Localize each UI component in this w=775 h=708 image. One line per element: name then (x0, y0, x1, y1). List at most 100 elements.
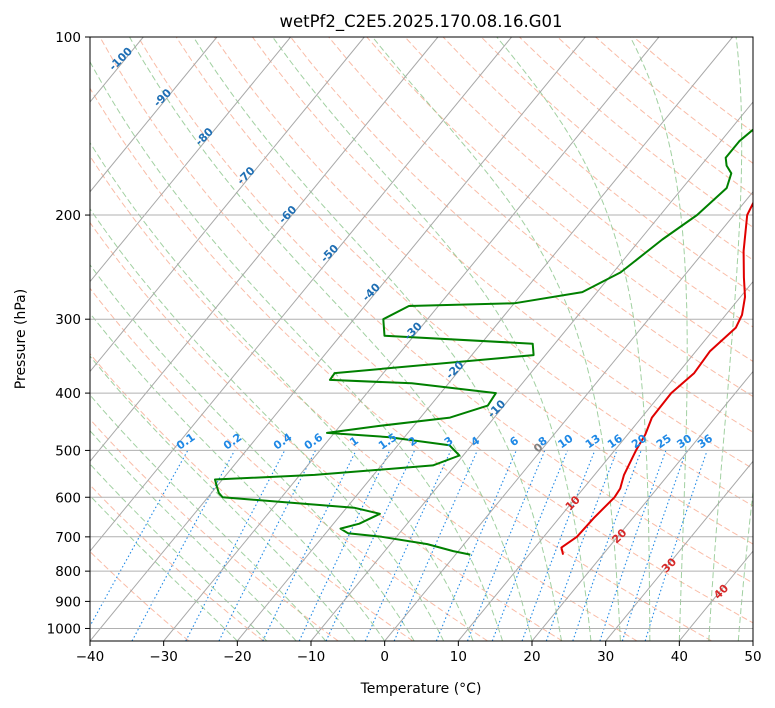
x-tick-label: 0 (380, 649, 389, 665)
dry-adiabat (328, 37, 753, 398)
mixing-ratio-label: 0.6 (302, 430, 326, 452)
moist-adiabat (496, 37, 651, 641)
moist-adiabat (90, 141, 474, 641)
profile-series (214, 128, 753, 556)
isotherm (457, 280, 753, 641)
dry-adiabat (595, 37, 753, 164)
x-tick-label: −40 (76, 649, 105, 665)
mixing-ratio-line (545, 450, 618, 641)
isotherm (90, 37, 365, 373)
isotherm (163, 37, 660, 641)
plot-area: 0.1 0.2 0.4 0.6 1 1.5 2 3 4 6 8 10 13 16 20 25 30 36-100-… (90, 37, 753, 641)
isotherm-label: -40 (360, 280, 383, 303)
mixing-ratio-line (572, 450, 642, 641)
isotherm (605, 460, 753, 641)
isotherm-label: -10 (485, 397, 508, 420)
dry-adiabat (366, 37, 753, 362)
dry-adiabat (90, 353, 414, 641)
moist-adiabat (129, 37, 533, 641)
dry-adiabat (175, 37, 753, 545)
y-tick-label: 200 (55, 208, 81, 224)
y-tick-label: 900 (55, 594, 81, 610)
x-tick-label: −20 (223, 649, 252, 665)
isotherm-label: -60 (276, 203, 299, 226)
moist-adiabat (192, 37, 562, 641)
dry-adiabat (633, 37, 753, 133)
mixing-ratio-label: 1 (347, 434, 361, 449)
skewed-isotherms (90, 37, 753, 641)
dry-adiabat (480, 37, 753, 261)
mixing-ratio-line (364, 450, 452, 641)
mixing-ratio-label: 0.2 (221, 431, 244, 453)
x-tick-label: −30 (149, 649, 178, 665)
dry-adiabat (90, 287, 488, 641)
mixing-ratio-label: 1.5 (376, 431, 399, 453)
mixing-ratio-label: 13 (583, 432, 603, 451)
mixing-ratio-label: 30 (674, 432, 694, 452)
mixing-ratio-line (435, 450, 517, 641)
moist-adiabat (90, 429, 297, 641)
mixing-ratio-line (599, 450, 667, 641)
dry-adiabat (90, 484, 264, 641)
dry-adiabat (213, 37, 753, 507)
pressure-grid (90, 37, 753, 629)
mixing-ratio-line (491, 450, 569, 641)
dry-adiabat (557, 37, 753, 196)
isotherm (752, 640, 753, 641)
moist-adiabat (272, 37, 592, 641)
dry-adiabat (90, 87, 712, 641)
moist-adiabat (90, 394, 327, 641)
dry-adiabat (251, 37, 753, 470)
dewpoint-profile (214, 128, 753, 556)
isotherm (90, 37, 291, 283)
mixing-ratio-line (131, 450, 236, 641)
mixing-ratio-line (262, 450, 357, 641)
dry-adiabat (404, 37, 753, 328)
moist-adiabat (372, 37, 621, 641)
isotherm-label: -50 (318, 242, 341, 265)
chart-title: wetPf2_C2E5.2025.170.08.16.G01 (279, 12, 562, 32)
isotherm (90, 37, 586, 641)
dry-adiabat (90, 550, 190, 641)
isotherm-label: -100 (106, 44, 135, 73)
y-tick-label: 300 (55, 312, 81, 328)
isotherm (384, 190, 753, 641)
x-tick-label: 10 (450, 649, 467, 665)
moist-adiabats (90, 37, 753, 641)
y-axis: 100 200 300 400 500 600 700 800 900 1000 (47, 30, 90, 637)
dry-adiabat (442, 37, 753, 294)
y-axis-label: Pressure (hPa) (13, 289, 29, 389)
moist-adiabat (90, 355, 356, 641)
isotherm-label: -70 (234, 164, 257, 187)
line-labels: 0.1 0.2 0.4 0.6 1 1.5 2 3 4 6 8 10 13 16 20 25 30 36-100-… (106, 44, 731, 601)
y-tick-label: 100 (55, 30, 81, 46)
moist-adiabat (90, 60, 503, 641)
dry-adiabat (90, 418, 339, 641)
plot-frame (89, 36, 754, 642)
x-axis: −40 −30 −20 −10 0 10 20 30 40 50 (76, 641, 762, 665)
y-tick-label: 600 (55, 490, 81, 506)
mixing-ratio-label: 10 (555, 432, 575, 452)
mixing-ratio-line (90, 450, 189, 628)
isotherm (90, 37, 218, 193)
mixing-ratio-label: 6 (507, 434, 521, 449)
x-tick-label: 40 (671, 649, 688, 665)
mixing-ratio-lines (90, 450, 708, 641)
isotherm (678, 550, 753, 641)
temperature-profile (560, 201, 753, 555)
mixing-ratio-line (521, 450, 596, 641)
isotherm (90, 37, 512, 552)
dry-adiabat (99, 37, 753, 624)
isotherm-label: -90 (151, 86, 174, 109)
isotherm-label: -30 (402, 319, 425, 342)
moist-adiabat (90, 494, 238, 641)
mixing-ratio-label: 0.4 (271, 430, 295, 452)
moist-adiabat (737, 487, 753, 641)
y-tick-label: 500 (55, 443, 81, 459)
mixing-ratio-line (466, 450, 546, 641)
mixing-ratio-label: 36 (695, 432, 715, 452)
dry-adiabat (90, 155, 638, 641)
moist-adiabat (90, 207, 445, 641)
mixing-ratio-label: 0.1 (174, 431, 197, 453)
